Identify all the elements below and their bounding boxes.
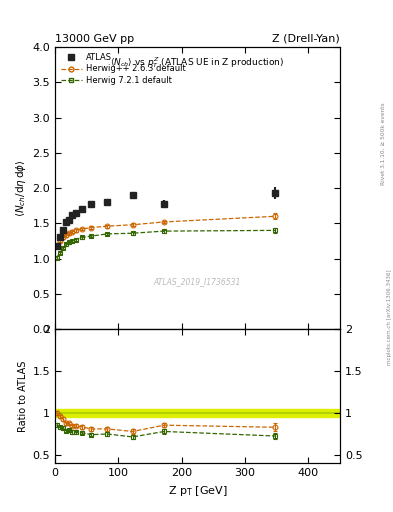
Text: 13000 GeV pp: 13000 GeV pp bbox=[55, 33, 134, 44]
Text: Rivet 3.1.10, ≥ 500k events: Rivet 3.1.10, ≥ 500k events bbox=[381, 102, 386, 185]
X-axis label: Z p$_\mathrm{T}$ [GeV]: Z p$_\mathrm{T}$ [GeV] bbox=[167, 484, 228, 498]
Text: Z (Drell-Yan): Z (Drell-Yan) bbox=[272, 33, 340, 44]
Y-axis label: $\langle N_{ch}/\mathrm{d}\eta\,\mathrm{d}\phi\rangle$: $\langle N_{ch}/\mathrm{d}\eta\,\mathrm{… bbox=[14, 159, 28, 217]
Text: mcplots.cern.ch [arXiv:1306.3436]: mcplots.cern.ch [arXiv:1306.3436] bbox=[387, 270, 391, 365]
Legend: ATLAS, Herwig++ 2.6.3 default, Herwig 7.2.1 default: ATLAS, Herwig++ 2.6.3 default, Herwig 7.… bbox=[59, 51, 187, 87]
Text: $\langle N_{ch}\rangle$ vs $p_T^Z$ (ATLAS UE in Z production): $\langle N_{ch}\rangle$ vs $p_T^Z$ (ATLA… bbox=[110, 56, 285, 71]
Text: ATLAS_2019_I1736531: ATLAS_2019_I1736531 bbox=[154, 276, 241, 286]
Y-axis label: Ratio to ATLAS: Ratio to ATLAS bbox=[18, 360, 28, 432]
